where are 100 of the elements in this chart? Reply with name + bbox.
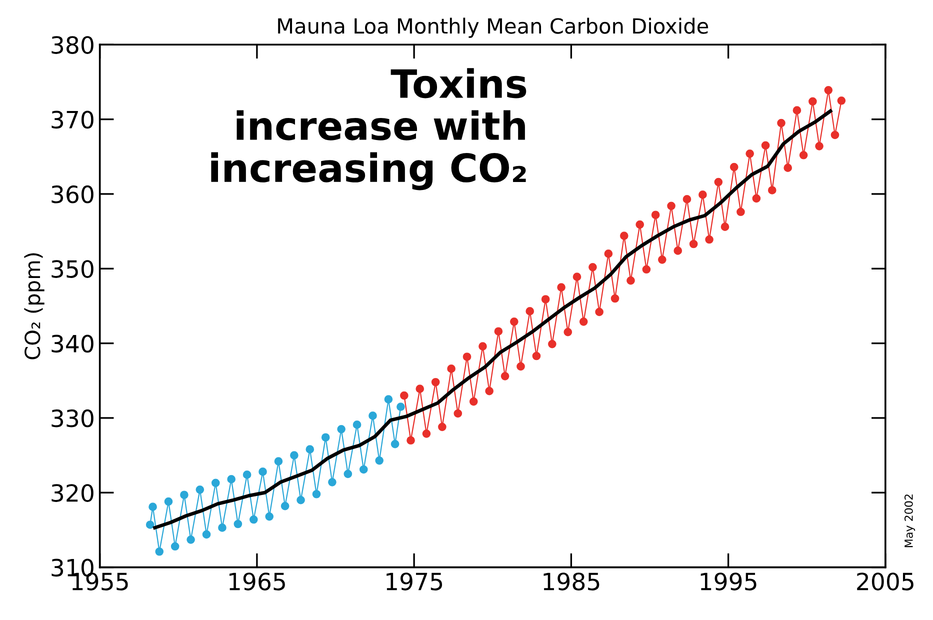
point <box>447 364 456 373</box>
point <box>808 97 817 106</box>
point <box>306 445 314 454</box>
point <box>595 308 604 316</box>
point <box>579 317 588 326</box>
point <box>548 340 556 348</box>
y-axis-title: CO₂ (ppm) <box>24 253 44 360</box>
point <box>674 246 682 255</box>
point <box>196 485 204 494</box>
point <box>516 362 525 371</box>
x-tick-label: 2005 <box>857 572 914 590</box>
point <box>752 194 761 203</box>
point <box>211 478 220 488</box>
point <box>249 515 258 524</box>
point <box>164 497 173 506</box>
point <box>438 422 446 432</box>
point <box>689 240 698 248</box>
point <box>328 478 336 486</box>
point <box>359 465 368 474</box>
y-tick-label: 340 <box>52 334 94 353</box>
point <box>837 96 846 105</box>
point <box>510 317 518 326</box>
point <box>714 178 723 186</box>
point <box>736 208 745 216</box>
point <box>604 250 613 258</box>
y-tick-label: 370 <box>52 110 94 129</box>
x-tick-label: 1985 <box>544 572 600 590</box>
point <box>698 190 707 199</box>
point <box>626 276 635 285</box>
y-tick-label: 320 <box>52 484 94 502</box>
point <box>815 142 824 150</box>
point <box>258 468 267 476</box>
point <box>234 520 242 528</box>
point <box>180 490 188 500</box>
point <box>352 420 362 429</box>
point <box>406 436 415 445</box>
point <box>296 496 305 504</box>
point <box>146 520 154 529</box>
point <box>824 86 833 94</box>
point <box>636 220 644 229</box>
point <box>462 352 472 361</box>
point <box>784 164 792 172</box>
point <box>242 470 252 479</box>
point <box>761 141 770 150</box>
point <box>792 106 802 115</box>
point <box>746 149 754 158</box>
point <box>469 397 478 406</box>
point <box>478 342 487 350</box>
point <box>170 542 180 551</box>
point <box>768 186 776 194</box>
point <box>280 502 290 510</box>
point <box>485 386 494 396</box>
x-tick-label: 1995 <box>700 572 756 590</box>
point <box>610 294 620 303</box>
point <box>227 475 236 484</box>
y-tick-label: 330 <box>52 409 94 428</box>
chart-title: Mauna Loa Monthly Mean Carbon Dioxide <box>278 18 708 38</box>
point <box>541 295 550 304</box>
point <box>321 433 330 442</box>
point <box>777 118 786 128</box>
x-tick-label: 1965 <box>229 572 285 590</box>
point <box>202 530 211 539</box>
point <box>400 391 408 400</box>
point <box>375 456 384 465</box>
point <box>557 283 566 292</box>
point <box>422 429 431 438</box>
y-tick-label: 380 <box>52 36 94 54</box>
point <box>494 327 503 336</box>
point <box>186 536 195 544</box>
point <box>526 307 534 316</box>
point <box>658 256 666 264</box>
point <box>344 470 352 478</box>
point <box>396 402 405 411</box>
point <box>564 328 572 336</box>
point <box>368 412 377 420</box>
point <box>588 262 597 272</box>
point <box>431 378 440 386</box>
point <box>500 372 510 380</box>
annotation: Toxins increase with increasing CO₂ <box>211 68 526 190</box>
text: May 2002 <box>904 494 916 548</box>
x-tick-label: 1975 <box>386 572 442 590</box>
point <box>642 265 651 274</box>
point <box>799 150 808 160</box>
y-tick-label: 360 <box>52 185 94 204</box>
point <box>337 425 346 434</box>
point <box>148 502 157 511</box>
point <box>830 130 840 140</box>
point <box>454 409 462 418</box>
point <box>290 451 298 460</box>
point <box>730 162 738 172</box>
point <box>532 352 541 360</box>
y-tick-label: 350 <box>52 260 94 278</box>
point <box>312 490 321 498</box>
point <box>651 210 660 220</box>
point <box>572 272 582 282</box>
point <box>155 547 164 556</box>
point <box>667 202 676 210</box>
point <box>265 512 274 521</box>
point <box>218 524 226 532</box>
point <box>682 195 692 204</box>
